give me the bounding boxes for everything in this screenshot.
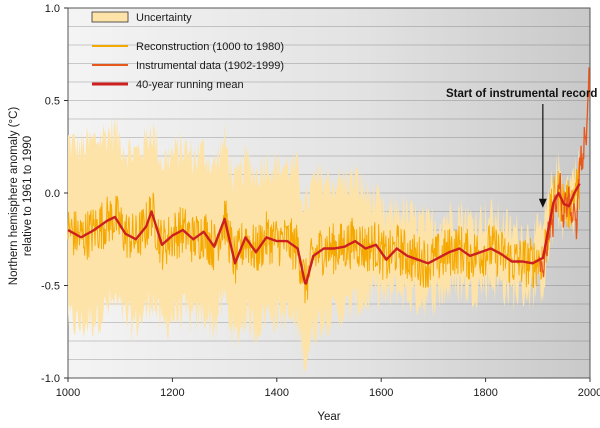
x-tick-label: 1400 <box>265 387 289 399</box>
y-tick-label: -0.5 <box>41 281 60 293</box>
uncertainty-area <box>68 114 580 376</box>
legend-uncertainty-label: Uncertainty <box>136 12 192 24</box>
uncertainty-band <box>68 114 580 376</box>
y-axis-label-line2: relative to 1961 to 1990 <box>22 136 34 256</box>
x-tick-label: 1600 <box>369 387 393 399</box>
annotation-arrow-head <box>538 198 547 208</box>
legend: Uncertainty Reconstruction (1000 to 1980… <box>91 11 284 91</box>
y-tick-label: 0.5 <box>45 96 60 108</box>
legend-instrumental-label: Instrumental data (1902-1999) <box>136 60 284 72</box>
y-axis-label-line1: Northern hemisphere anomaly (°C) <box>8 107 20 286</box>
reconstruction-series <box>67 160 581 304</box>
y-axis-ticks: -1.0 -0.5 0.0 0.5 1.0 <box>41 3 68 385</box>
running-mean-line <box>67 183 581 285</box>
y-tick-label: 1.0 <box>45 3 60 15</box>
instrumental-series <box>538 67 591 278</box>
y-tick-label: -1.0 <box>41 373 60 385</box>
instrumental-line <box>538 67 591 278</box>
reconstruction-line <box>67 160 581 304</box>
y-tick-label: 0.0 <box>45 188 60 200</box>
x-axis-ticks: 1000 1200 1400 1600 1800 2000 <box>56 378 600 399</box>
x-tick-label: 1000 <box>56 387 80 399</box>
x-axis-label: Year <box>317 411 340 423</box>
x-tick-label: 1200 <box>160 387 184 399</box>
legend-running-mean-label: 40-year running mean <box>136 79 244 91</box>
x-tick-label: 2000 <box>578 387 600 399</box>
x-tick-label: 1800 <box>473 387 497 399</box>
legend-uncertainty-swatch <box>91 11 129 23</box>
instrumental-start-annotation: Start of instrumental record <box>446 88 597 208</box>
running-mean-series <box>67 183 581 285</box>
annotation-text: Start of instrumental record <box>446 88 597 100</box>
legend-reconstruction-label: Reconstruction (1000 to 1980) <box>136 41 284 53</box>
